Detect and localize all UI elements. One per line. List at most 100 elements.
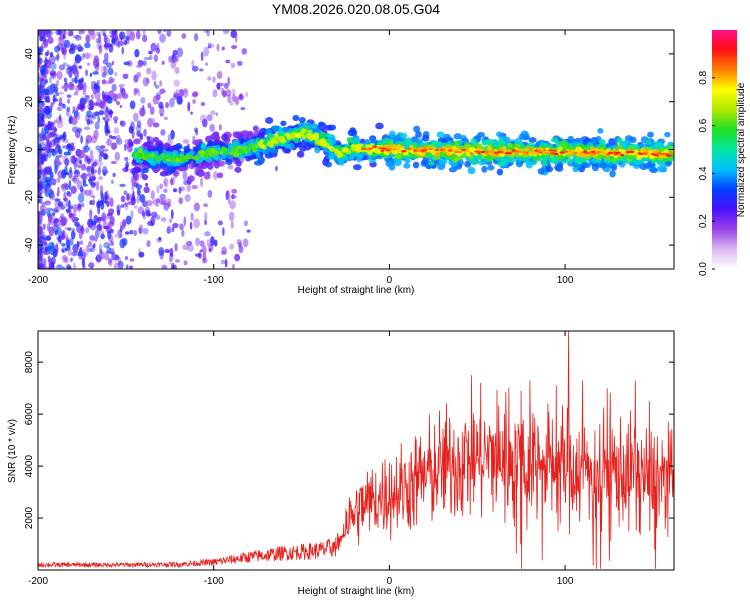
spectrogram-cell [42, 172, 48, 182]
spectrogram-cell [84, 145, 87, 152]
spectrogram-cell [144, 206, 150, 214]
spectrogram-cell [73, 67, 79, 78]
spectrogram-cell [109, 259, 113, 267]
spectrogram-cell [314, 146, 321, 154]
spectrogram-cell [38, 104, 44, 115]
spectrogram-cell [151, 152, 155, 158]
spectrogram-cell [98, 176, 103, 181]
spectrogram-cell [104, 200, 108, 204]
spectrogram-cell [91, 199, 96, 206]
spectrogram-cell [110, 135, 117, 140]
spectrogram-cell [71, 228, 76, 232]
spectrogram-cell [55, 116, 63, 124]
colorbar-tick-label: 0.4 [698, 166, 709, 180]
spectrogram-cell [114, 233, 118, 238]
spectrogram-cell [103, 43, 109, 48]
spectrogram-cell [44, 105, 49, 113]
spectrogram-cell [107, 230, 112, 240]
spectrogram-cell [143, 186, 150, 194]
spectrogram-cell [176, 47, 184, 58]
spectrogram-cell [395, 153, 402, 160]
spectrogram-cell [94, 121, 100, 130]
spectrogram-cell [98, 109, 105, 116]
spectrogram-cell [323, 142, 330, 148]
spectrogram-cell [523, 148, 529, 152]
spectrogram-cell [87, 95, 91, 99]
spectrogram-cell [103, 116, 110, 124]
spectrogram-cell [105, 120, 109, 130]
spectrogram-cell [166, 30, 172, 37]
spectrogram-cell [102, 59, 109, 65]
spectrogram-cell [199, 240, 205, 247]
spectrogram-cell [155, 47, 161, 54]
spectrogram-cell [99, 243, 102, 251]
spectrogram-cell [143, 128, 147, 137]
spectrogram-cell [205, 62, 209, 66]
spectrogram-cell [557, 146, 563, 151]
spectrogram-cell [63, 39, 71, 49]
spectrogram-cell [656, 160, 663, 166]
spectrogram-cell [172, 95, 178, 100]
spectrogram-cell [155, 203, 160, 207]
spectrogram-cell [202, 257, 208, 264]
spectrogram-cell [70, 185, 77, 194]
spectrogram-cell [59, 215, 64, 224]
spectrogram-cell [172, 188, 178, 193]
spectrogram-cell [524, 158, 530, 164]
spectrogram-cell [413, 125, 421, 133]
snr-xtick-label: 100 [557, 576, 574, 587]
spectrogram-cell [422, 148, 428, 152]
spectrogram-cell [166, 158, 172, 162]
spectrogram-cell [265, 117, 274, 124]
spectrogram-cell [516, 150, 520, 153]
spectrogram-cell [104, 251, 110, 256]
spectrogram-cell [488, 150, 493, 153]
spectrogram-cell [59, 36, 63, 40]
spectrogram-cell [211, 133, 218, 141]
spectrogram-cell [44, 99, 51, 103]
spectrogram-cell [94, 229, 100, 239]
spectrogram-cell [44, 109, 51, 115]
spectrogram-ytick-label: -20 [24, 190, 35, 205]
spectrogram-cell [38, 118, 41, 126]
spectrogram-cell [204, 231, 211, 237]
spectrogram-cell [457, 151, 463, 154]
spectrogram-cell [412, 161, 420, 169]
spectrogram-cell [179, 223, 184, 231]
spectrogram-cell [192, 99, 196, 104]
spectrogram-cell [179, 88, 184, 98]
spectrogram-cell [38, 86, 41, 92]
spectrogram-cell [178, 157, 184, 162]
spectrogram-cell [126, 264, 130, 269]
spectrogram-cell [66, 244, 71, 252]
spectrogram-cell [187, 175, 195, 183]
spectrogram-cell [118, 83, 125, 88]
spectrogram-cell [136, 130, 141, 137]
spectrogram-cell [141, 60, 147, 66]
spectrogram-cell [173, 79, 180, 87]
spectrogram-cell [97, 115, 101, 124]
spectrogram-cell [38, 134, 43, 143]
snr-panel: -200 -100 0 100 2000 4000 6000 8000 Height of s… [7, 330, 675, 597]
spectrogram-ylabel: Frequency (Hz) [7, 116, 18, 185]
spectrogram-cell [119, 183, 126, 187]
spectrogram-cell [556, 154, 564, 161]
spectrogram-cell [57, 30, 62, 35]
spectrogram-cell [73, 44, 78, 51]
spectrogram-cell [388, 163, 396, 171]
spectrogram-cell [143, 56, 151, 61]
spectrogram-cell [77, 193, 85, 204]
spectrogram-cell [477, 152, 481, 155]
spectrogram-cell [111, 253, 118, 261]
spectrogram-cell [403, 162, 411, 169]
spectrogram-cell [56, 106, 63, 112]
spectrogram-cell [509, 158, 515, 164]
spectrogram-cell [84, 52, 90, 60]
spectrogram-cell [208, 151, 214, 156]
spectrogram-cell [38, 31, 41, 37]
spectrogram-cell [138, 227, 142, 234]
spectrogram-cell [68, 207, 72, 214]
spectrogram-cell [255, 150, 260, 157]
spectrogram-cell [52, 134, 58, 138]
spectrogram-cell [663, 152, 670, 156]
